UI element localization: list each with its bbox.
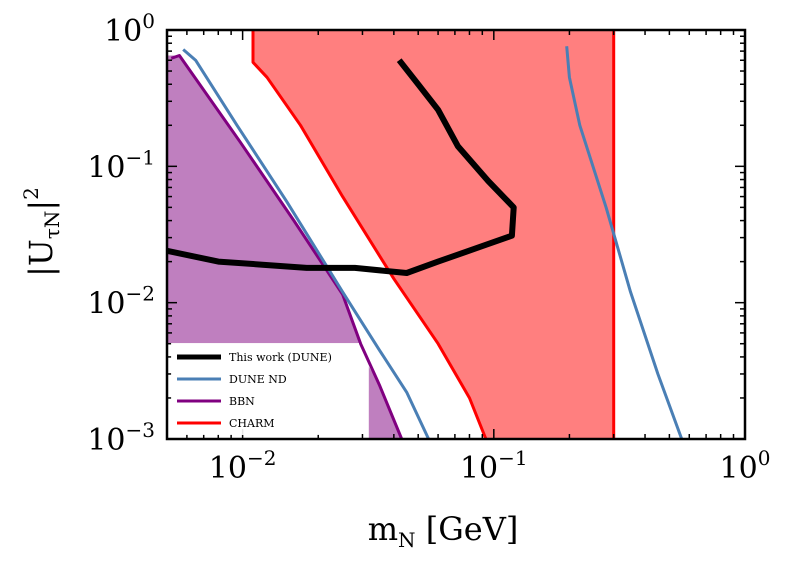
y-axis-label: |UτN|2: [19, 187, 64, 277]
bbn-line: [170, 54, 404, 439]
charm-region: [253, 30, 614, 439]
plot-frame: [165, 28, 747, 441]
legend-label-this-work-dune: This work (DUNE): [229, 351, 332, 364]
y-tick-label: 10−1: [87, 145, 155, 185]
x-tick-label: 10−1: [460, 446, 528, 486]
y-tick-labels: 10−3 10−2 10−1 100: [87, 9, 155, 458]
legend: This work (DUNE) DUNE ND BBN CHARM: [171, 343, 359, 435]
data-series: [167, 30, 684, 439]
x-tick-label: 10−2: [209, 446, 277, 486]
y-tick-label: 100: [104, 9, 155, 49]
y-tick-label: 10−3: [87, 418, 155, 458]
legend-label-bbn: BBN: [229, 395, 255, 408]
y-tick-label: 10−2: [87, 282, 155, 322]
shaded-regions: [167, 30, 614, 439]
legend-label-dune-nd: DUNE ND: [229, 373, 287, 386]
this-work-dune-line: [167, 58, 517, 276]
charm-line: [251, 30, 488, 439]
x-tick-labels: 10−2 10−1 100: [209, 446, 771, 486]
legend-label-charm: CHARM: [229, 417, 275, 430]
x-tick-label: 100: [720, 446, 771, 486]
dune-nd-right-line: [565, 46, 684, 439]
dune-nd-line: [182, 48, 430, 439]
x-axis-label: mN [GeV]: [368, 510, 519, 552]
bbn-region: [167, 55, 361, 344]
